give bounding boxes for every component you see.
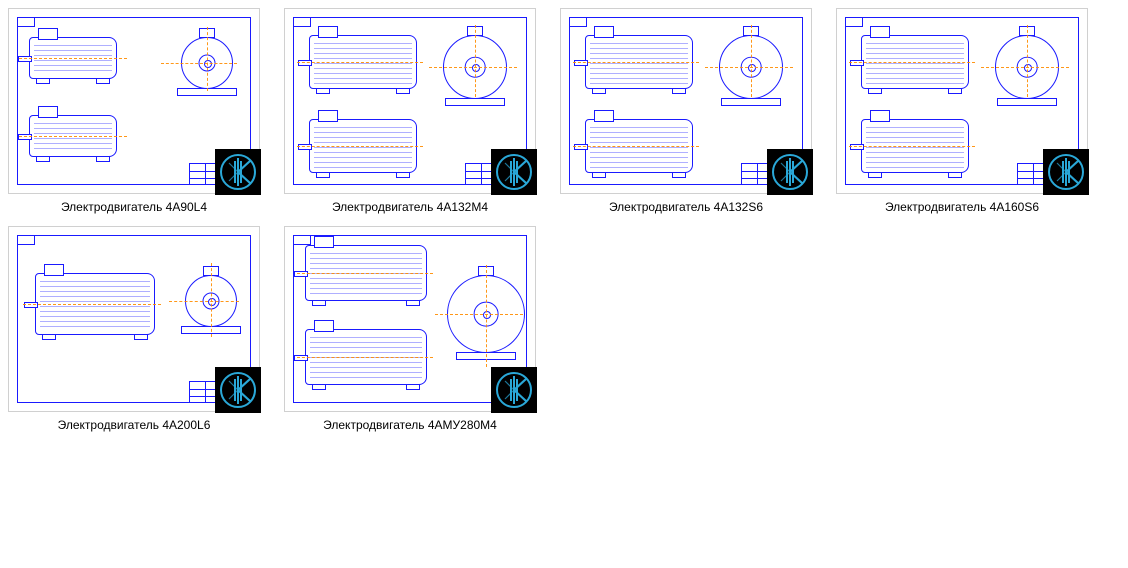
centerline [1027, 25, 1028, 97]
frame-corner-mark [569, 17, 587, 27]
centerline [19, 58, 127, 59]
file-thumbnail[interactable] [560, 8, 812, 194]
centerline [435, 314, 523, 315]
centerline [211, 263, 212, 337]
centerline [849, 146, 975, 147]
centerline [573, 62, 699, 63]
file-label[interactable]: Электродвигатель 4А132М4 [330, 196, 490, 214]
file-label[interactable]: Электродвигатель 4А132S6 [607, 196, 765, 214]
centerline [297, 357, 433, 358]
file-label[interactable]: Электродвигатель 4А160S6 [883, 196, 1041, 214]
file-item[interactable]: Электродвигатель 4А200L6 [8, 226, 260, 432]
file-item[interactable]: Электродвигатель 4А132S6 [560, 8, 812, 214]
file-item[interactable]: Электродвигатель 4АМУ280М4 [284, 226, 536, 432]
centerline [169, 301, 239, 302]
file-thumbnail[interactable] [284, 226, 536, 412]
file-item[interactable]: Электродвигатель 4А160S6 [836, 8, 1088, 214]
frame-corner-mark [845, 17, 863, 27]
kompas-file-icon [1043, 149, 1089, 195]
centerline [297, 146, 423, 147]
file-grid: Электродвигатель 4А90L4 [8, 8, 1120, 432]
centerline [19, 136, 127, 137]
file-thumbnail[interactable] [8, 226, 260, 412]
centerline [573, 146, 699, 147]
file-thumbnail[interactable] [8, 8, 260, 194]
file-label[interactable]: Электродвигатель 4АМУ280М4 [321, 414, 499, 432]
kompas-file-icon [767, 149, 813, 195]
centerline [475, 25, 476, 97]
file-item[interactable]: Электродвигатель 4А90L4 [8, 8, 260, 214]
kompas-file-icon [215, 367, 261, 413]
centerline [297, 273, 433, 274]
centerline [751, 25, 752, 97]
centerline [849, 62, 975, 63]
frame-corner-mark [17, 17, 35, 27]
centerline [429, 67, 517, 68]
centerline [297, 62, 423, 63]
file-label[interactable]: Электродвигатель 4А200L6 [56, 414, 213, 432]
centerline [705, 67, 793, 68]
kompas-file-icon [215, 149, 261, 195]
file-thumbnail[interactable] [284, 8, 536, 194]
centerline [486, 265, 487, 367]
file-thumbnail[interactable] [836, 8, 1088, 194]
file-item[interactable]: Электродвигатель 4А132М4 [284, 8, 536, 214]
centerline [207, 27, 208, 91]
frame-corner-mark [293, 235, 311, 245]
centerline [23, 304, 161, 305]
kompas-file-icon [491, 149, 537, 195]
kompas-file-icon [491, 367, 537, 413]
file-label[interactable]: Электродвигатель 4А90L4 [59, 196, 209, 214]
centerline [981, 67, 1069, 68]
centerline [161, 63, 237, 64]
frame-corner-mark [293, 17, 311, 27]
frame-corner-mark [17, 235, 35, 245]
